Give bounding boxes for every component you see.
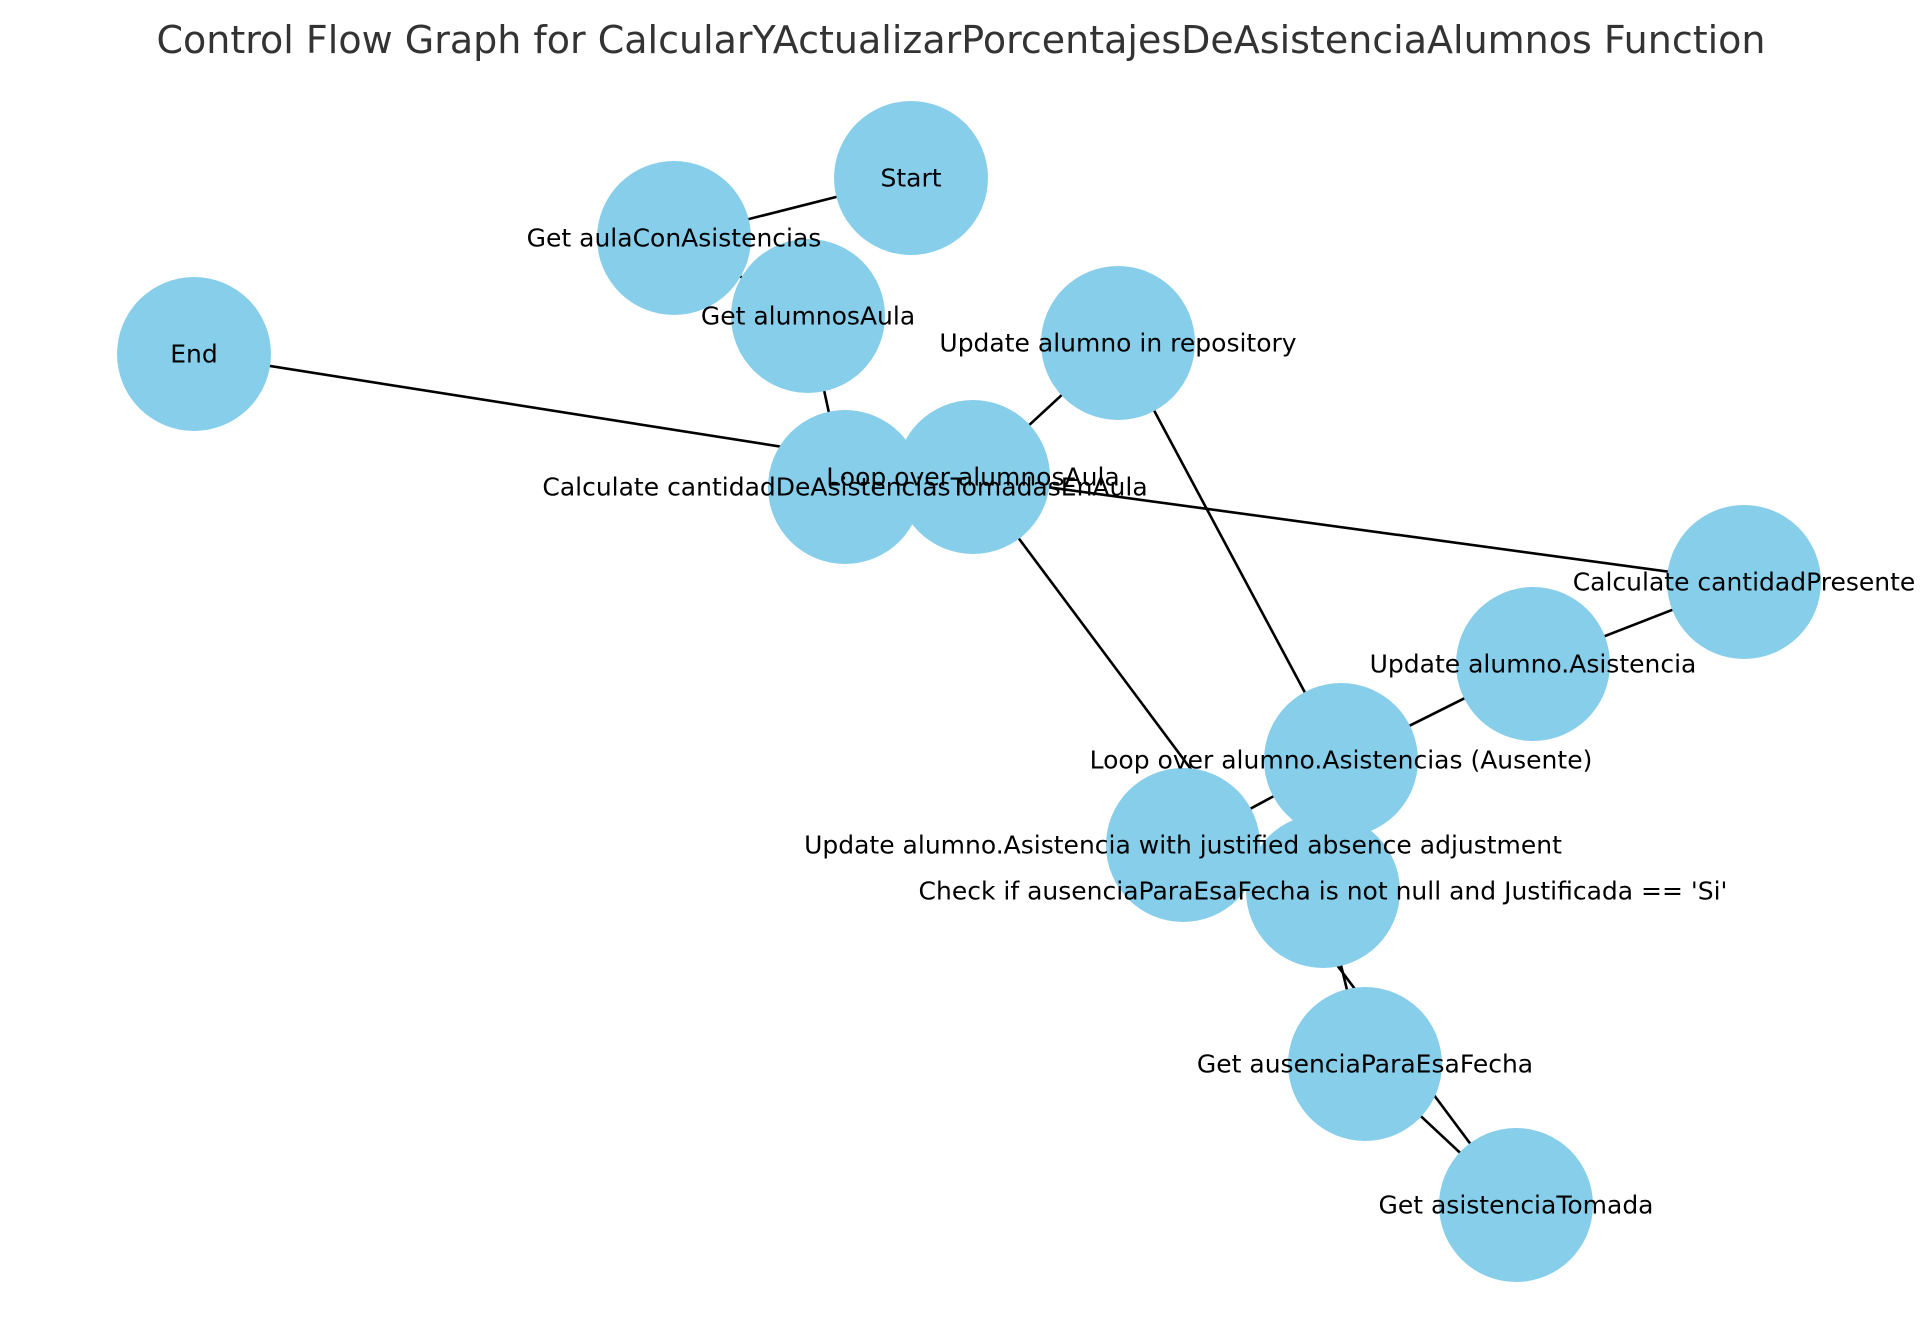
node-label-update-justified: Update alumno.Asistencia with justified … bbox=[804, 831, 1562, 860]
node-label-get-alumnos: Get alumnosAula bbox=[701, 302, 915, 331]
node-get-alumnos bbox=[731, 239, 885, 393]
node-check-ausencia bbox=[1246, 814, 1400, 968]
node-calc-cantidad bbox=[768, 410, 922, 564]
node-label-start: Start bbox=[880, 164, 941, 193]
node-label-get-ausencia: Get ausenciaParaEsaFecha bbox=[1197, 1050, 1533, 1079]
node-label-update-asistencia: Update alumno.Asistencia bbox=[1370, 650, 1697, 679]
graph-title: Control Flow Graph for CalcularYActualiz… bbox=[156, 18, 1765, 62]
node-label-calc-cantidad: Calculate cantidadDeAsistenciasTomadasEn… bbox=[542, 473, 1147, 502]
node-calc-presente bbox=[1667, 505, 1821, 659]
node-loop-alumnos bbox=[896, 400, 1050, 554]
node-label-loop-alumnos: Loop over alumnosAula bbox=[826, 463, 1119, 492]
node-label-end: End bbox=[170, 340, 218, 369]
node-get-asistencia bbox=[1439, 1128, 1593, 1282]
node-label-get-asistencia: Get asistenciaTomada bbox=[1378, 1191, 1653, 1220]
node-label-loop-ausente: Loop over alumno.Asistencias (Ausente) bbox=[1090, 746, 1593, 775]
nodes-layer bbox=[117, 101, 1821, 1282]
node-label-check-ausencia: Check if ausenciaParaEsaFecha is not nul… bbox=[919, 877, 1728, 906]
node-update-asistencia bbox=[1456, 587, 1610, 741]
node-loop-ausente bbox=[1264, 683, 1418, 837]
labels-layer: Start Get aulaConAsistencias Get alumnosAu… bbox=[170, 164, 1915, 1220]
node-update-repo bbox=[1041, 266, 1195, 420]
node-label-update-repo: Update alumno in repository bbox=[939, 329, 1296, 358]
edge-update-repo-to-loop-ausente bbox=[1116, 342, 1343, 761]
node-get-ausencia bbox=[1288, 987, 1442, 1141]
node-label-calc-presente: Calculate cantidadPresente bbox=[1573, 568, 1916, 597]
node-update-justified bbox=[1106, 768, 1260, 922]
node-get-aula bbox=[597, 161, 751, 315]
node-label-get-aula: Get aulaConAsistencias bbox=[527, 224, 822, 253]
node-start bbox=[834, 101, 988, 255]
node-end bbox=[117, 277, 271, 431]
edge-calc-presente-to-loop-alumnos bbox=[972, 475, 1745, 584]
